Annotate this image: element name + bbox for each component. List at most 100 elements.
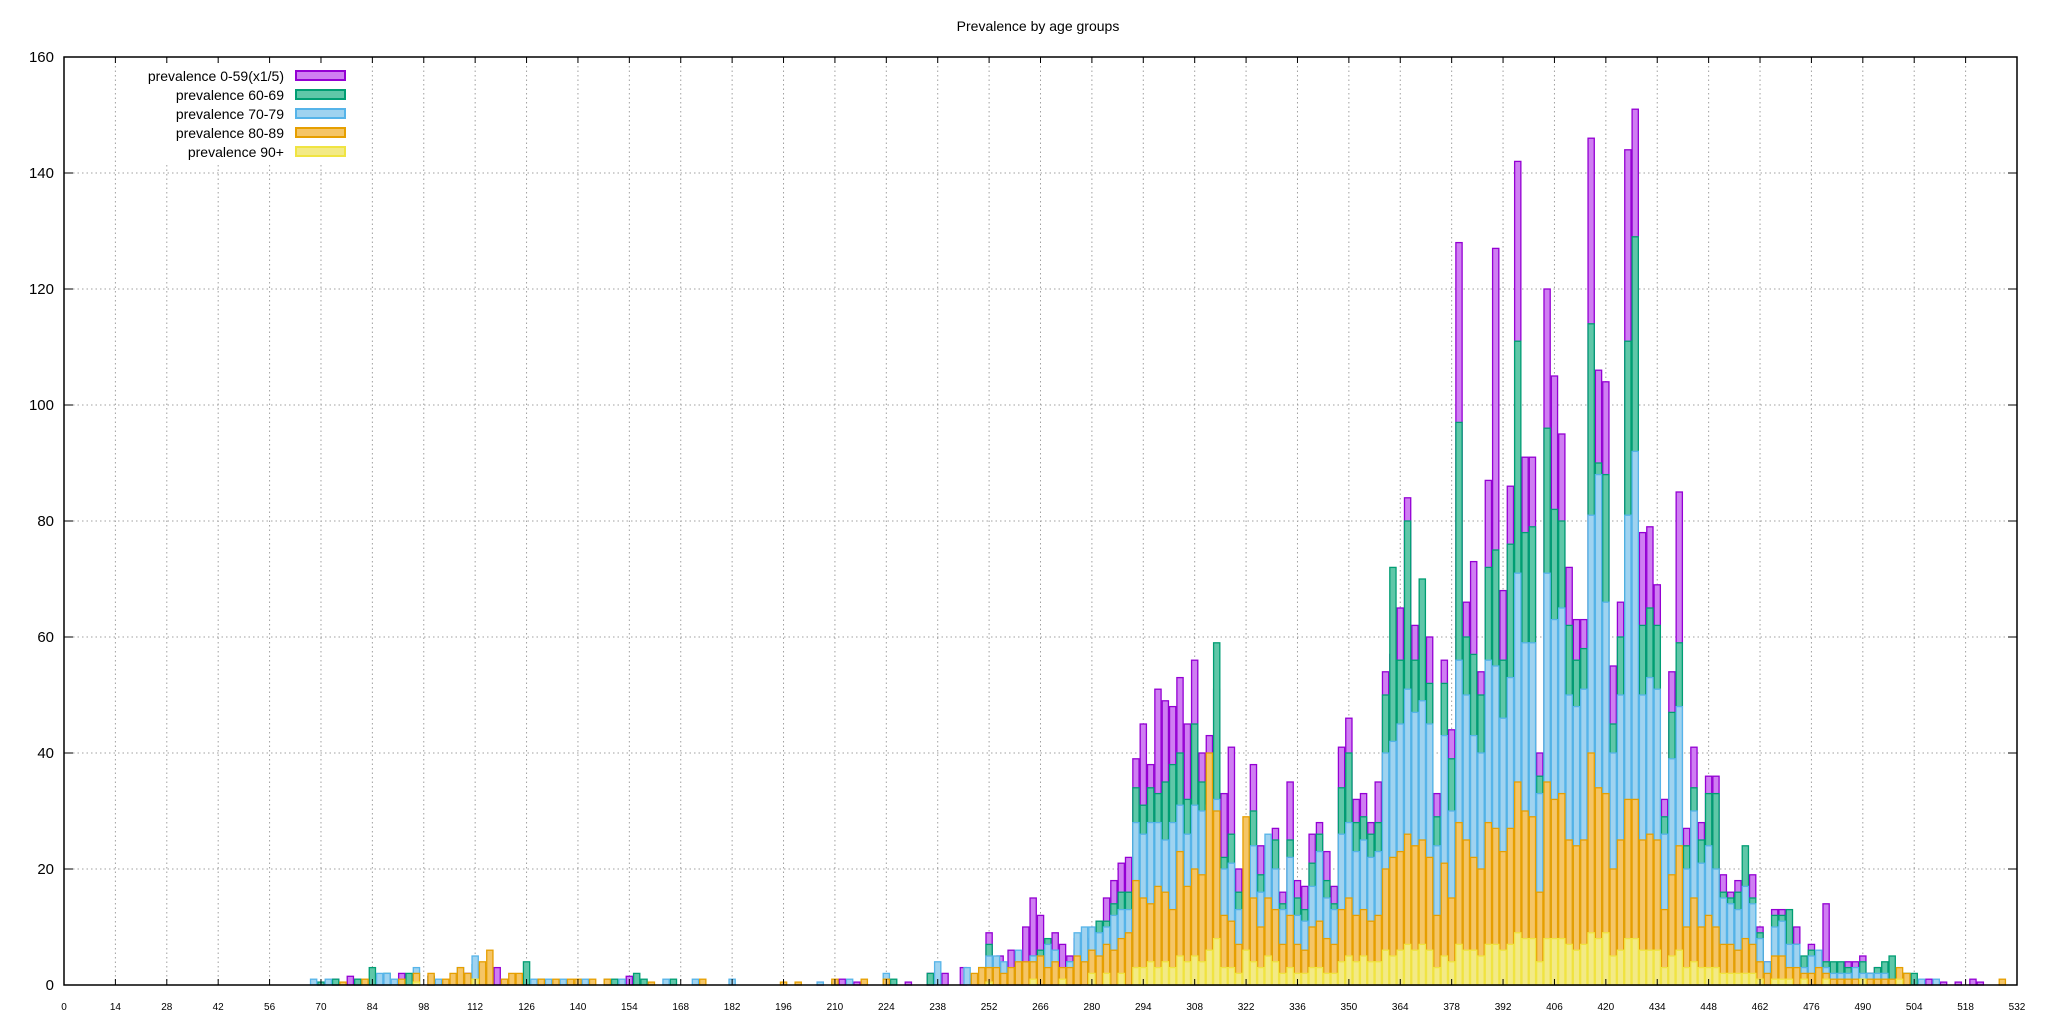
bar: [1594, 937, 1603, 986]
legend-label: prevalence 80-89: [176, 125, 284, 141]
bar: [1286, 966, 1294, 986]
bar: [1844, 978, 1852, 986]
y-tick-label: 120: [29, 281, 54, 298]
bar: [1682, 966, 1691, 986]
bar: [610, 978, 619, 986]
x-tick-label: 42: [213, 1002, 225, 1013]
bar: [640, 978, 648, 986]
x-tick-label: 448: [1700, 1002, 1717, 1013]
bar: [1330, 972, 1338, 986]
bar: [1580, 943, 1588, 986]
bar: [1352, 961, 1360, 986]
bar: [397, 978, 406, 986]
bar: [1249, 961, 1258, 986]
bar: [845, 978, 854, 986]
bar: [1168, 966, 1177, 986]
bar: [1227, 966, 1236, 986]
bar: [1616, 949, 1625, 986]
bar: [1462, 949, 1471, 986]
bar: [1264, 955, 1272, 986]
bar: [427, 972, 435, 986]
bar: [464, 972, 472, 986]
bar: [1220, 966, 1228, 986]
bar: [1932, 978, 1941, 986]
bar: [486, 949, 494, 986]
bar: [1161, 961, 1170, 986]
bar: [1132, 966, 1140, 986]
x-tick-label: 182: [724, 1002, 741, 1013]
bar: [405, 972, 413, 986]
bar: [1513, 932, 1522, 986]
bar: [544, 978, 553, 986]
bar: [375, 972, 384, 986]
y-tick-label: 80: [37, 513, 54, 530]
bar: [1029, 978, 1037, 986]
bar: [632, 972, 641, 986]
bar: [1279, 972, 1287, 986]
bar: [1308, 966, 1316, 986]
legend-label: prevalence 90+: [188, 144, 284, 160]
bar: [508, 972, 516, 986]
bar: [1748, 972, 1757, 986]
bar: [1888, 978, 1896, 986]
bar: [1837, 978, 1845, 986]
bar: [1080, 961, 1089, 986]
bar: [346, 975, 355, 986]
bar: [1403, 943, 1412, 986]
bar: [1726, 972, 1735, 986]
bar: [1205, 949, 1214, 986]
bar: [1851, 978, 1860, 986]
bar: [566, 978, 575, 986]
bar: [442, 978, 450, 986]
bar: [963, 966, 971, 986]
bar: [926, 972, 935, 986]
bar: [977, 966, 986, 986]
bar: [889, 978, 898, 986]
y-tick-label: 100: [29, 397, 54, 414]
bar: [1411, 949, 1419, 986]
x-tick-label: 140: [570, 1002, 587, 1013]
x-tick-label: 336: [1289, 1002, 1306, 1013]
bar: [1102, 972, 1111, 986]
x-tick-label: 350: [1341, 1002, 1358, 1013]
bar: [552, 978, 560, 986]
bar: [1066, 966, 1074, 986]
bar: [1528, 937, 1537, 986]
bar: [1763, 972, 1772, 986]
bar: [1117, 972, 1126, 986]
bar: [390, 978, 399, 986]
bar: [1455, 943, 1463, 986]
grid-lines: [64, 57, 2017, 985]
legend-label: prevalence 70-79: [176, 106, 284, 122]
bar: [1969, 978, 1977, 986]
bar: [1044, 966, 1052, 986]
x-tick-label: 504: [1906, 1002, 1923, 1013]
bar: [1712, 966, 1720, 986]
bar: [1051, 961, 1059, 986]
bar: [1337, 961, 1346, 986]
bar: [1014, 961, 1023, 986]
bar: [1903, 972, 1911, 986]
legend-label: prevalence 0-59(x1/5): [148, 68, 284, 84]
bar: [1631, 937, 1639, 986]
bar: [1587, 932, 1595, 986]
x-tick-label: 280: [1084, 1002, 1101, 1013]
bar: [581, 978, 590, 986]
x-tick-label: 196: [775, 1002, 792, 1013]
bar: [478, 961, 487, 986]
x-tick-label: 14: [110, 1002, 122, 1013]
bar: [1271, 961, 1280, 986]
bar: [530, 978, 538, 986]
bar: [1183, 961, 1192, 986]
bar: [1234, 972, 1243, 986]
bar: [1778, 978, 1786, 986]
legend-swatch: [295, 146, 346, 157]
bar: [992, 966, 1001, 986]
bar: [361, 978, 369, 986]
bar: [691, 978, 700, 986]
bar: [537, 978, 546, 986]
bar: [1256, 966, 1265, 986]
bar: [1095, 955, 1104, 986]
bar: [588, 978, 597, 986]
y-tick-label: 60: [37, 629, 54, 646]
